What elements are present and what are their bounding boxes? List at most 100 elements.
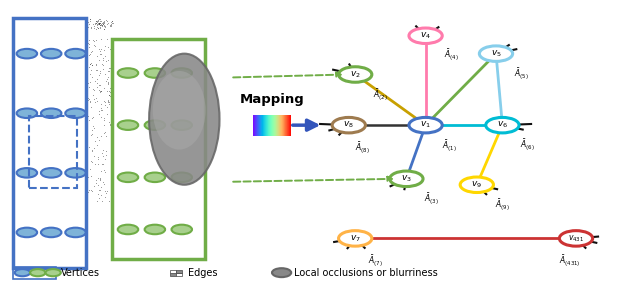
Point (140, 51, 150, 56)
Point (93, 162, 104, 166)
Point (168, 89, 178, 94)
Point (62, 151, 72, 156)
Point (62, 184, 72, 189)
Point (29, 85, 39, 90)
Point (72, 81, 82, 86)
Point (43, 52, 53, 56)
Point (97, 101, 107, 106)
Point (57, 171, 67, 176)
Point (60, 157, 70, 162)
Point (132, 165, 143, 170)
Text: $\bar{A}_{(431)}$: $\bar{A}_{(431)}$ (559, 254, 580, 269)
Ellipse shape (153, 71, 205, 150)
Point (58, 151, 68, 156)
Point (133, 96, 143, 101)
Point (129, 94, 139, 99)
Point (133, 64, 143, 69)
Point (166, 94, 177, 98)
Circle shape (118, 173, 138, 182)
Text: $v_7$: $v_7$ (350, 233, 360, 244)
Point (97, 179, 108, 184)
Point (109, 163, 119, 167)
Point (159, 63, 169, 68)
Point (87, 63, 97, 67)
Point (83, 41, 93, 46)
Point (65, 71, 76, 76)
Point (52, 98, 63, 103)
Point (71, 44, 81, 48)
Point (35, 69, 45, 74)
Point (56, 97, 67, 102)
Point (99, 98, 109, 103)
Point (66, 193, 76, 198)
Point (26, 57, 36, 62)
Point (125, 138, 136, 142)
Point (90, 162, 100, 167)
Point (104, 24, 115, 29)
Point (60, 137, 70, 142)
Point (124, 156, 134, 161)
Point (111, 65, 122, 70)
Point (71, 67, 81, 72)
Point (76, 155, 86, 159)
Text: $\bar{A}_{(9)}$: $\bar{A}_{(9)}$ (495, 197, 509, 213)
Point (140, 97, 150, 102)
Point (166, 97, 177, 102)
Point (100, 25, 110, 30)
Point (95, 89, 105, 94)
Point (119, 150, 129, 154)
Point (92, 143, 102, 148)
Point (76, 120, 86, 125)
Point (152, 69, 163, 74)
Point (116, 40, 126, 45)
Point (99, 118, 109, 123)
Point (84, 17, 95, 22)
Point (175, 82, 186, 86)
Point (84, 53, 94, 58)
Point (61, 39, 71, 44)
Point (66, 195, 76, 200)
Point (98, 20, 108, 25)
Point (111, 182, 122, 187)
Point (54, 58, 64, 63)
Point (153, 60, 163, 65)
Point (82, 54, 92, 58)
Point (93, 154, 103, 159)
Point (76, 141, 86, 145)
Point (113, 193, 124, 198)
Point (64, 96, 74, 101)
Point (118, 126, 128, 131)
Point (21, 97, 31, 102)
Point (61, 65, 71, 69)
Point (79, 103, 89, 108)
Point (35, 69, 45, 74)
Point (22, 49, 32, 54)
Point (70, 118, 81, 123)
Point (65, 44, 76, 48)
Point (98, 63, 108, 68)
Point (85, 72, 95, 77)
Point (118, 88, 129, 93)
Point (31, 80, 41, 84)
Point (55, 97, 65, 102)
Point (133, 88, 143, 93)
Point (22, 65, 32, 70)
Point (104, 74, 114, 79)
Point (149, 55, 159, 59)
Point (123, 62, 133, 67)
Point (118, 164, 128, 169)
Point (94, 112, 104, 117)
Point (165, 77, 175, 82)
Point (45, 52, 55, 57)
Text: $\bar{A}_{(2)}$: $\bar{A}_{(2)}$ (373, 87, 388, 103)
Point (68, 165, 78, 170)
Point (131, 55, 141, 60)
Point (123, 49, 133, 53)
Point (63, 86, 74, 91)
Point (60, 38, 70, 43)
Point (61, 64, 72, 69)
Point (61, 197, 71, 202)
Point (71, 86, 81, 91)
Text: Vertices: Vertices (61, 268, 100, 278)
Point (125, 95, 135, 100)
